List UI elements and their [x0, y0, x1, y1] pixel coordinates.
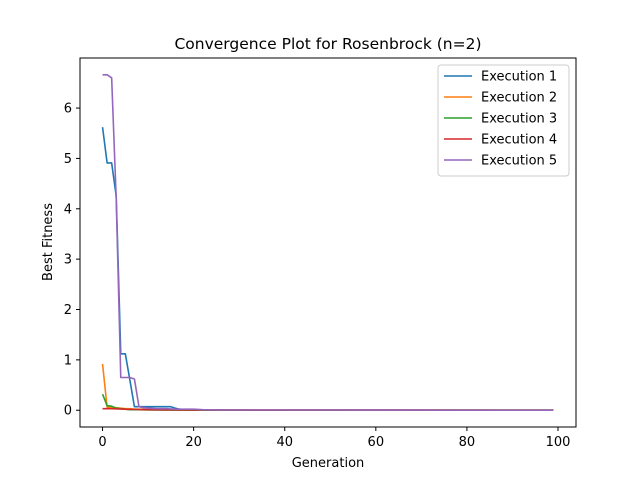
x-tick-label: 60 [368, 435, 385, 450]
legend-box [437, 64, 570, 177]
y-tick-label: 2 [64, 303, 72, 318]
x-tick-label: 100 [546, 435, 571, 450]
plot-lines [101, 74, 554, 412]
legend-label-4: Execution 4 [481, 133, 557, 148]
y-tick-label: 4 [64, 202, 72, 217]
legend-label-2: Execution 2 [481, 91, 557, 106]
y-tick-label: 5 [64, 152, 72, 167]
y-tick-label: 6 [64, 102, 72, 117]
y-tick-label: 3 [64, 253, 72, 268]
y-tick-label: 0 [64, 404, 72, 419]
legend: Execution 1 Execution 2 Execution 3 Executi… [437, 64, 570, 177]
y-axis-label: Best Fitness [41, 203, 56, 281]
series-line-5 [102, 74, 554, 412]
x-tick-label: 20 [185, 435, 202, 450]
legend-label-5: Execution 5 [481, 154, 557, 169]
plot-frame [79, 57, 577, 428]
x-axis: 0 20 40 60 80 100 [98, 427, 570, 450]
legend-label-1: Execution 1 [481, 70, 557, 85]
x-axis-label: Generation [292, 456, 365, 471]
chart-title: Convergence Plot for Rosenbrock (n=2) [174, 35, 481, 53]
y-axis: 0 1 2 3 4 5 6 [64, 102, 80, 419]
legend-label-3: Execution 3 [481, 112, 557, 127]
y-tick-label: 1 [64, 353, 72, 368]
x-tick-label: 0 [98, 435, 106, 450]
x-tick-label: 40 [276, 435, 293, 450]
x-tick-label: 80 [459, 435, 476, 450]
